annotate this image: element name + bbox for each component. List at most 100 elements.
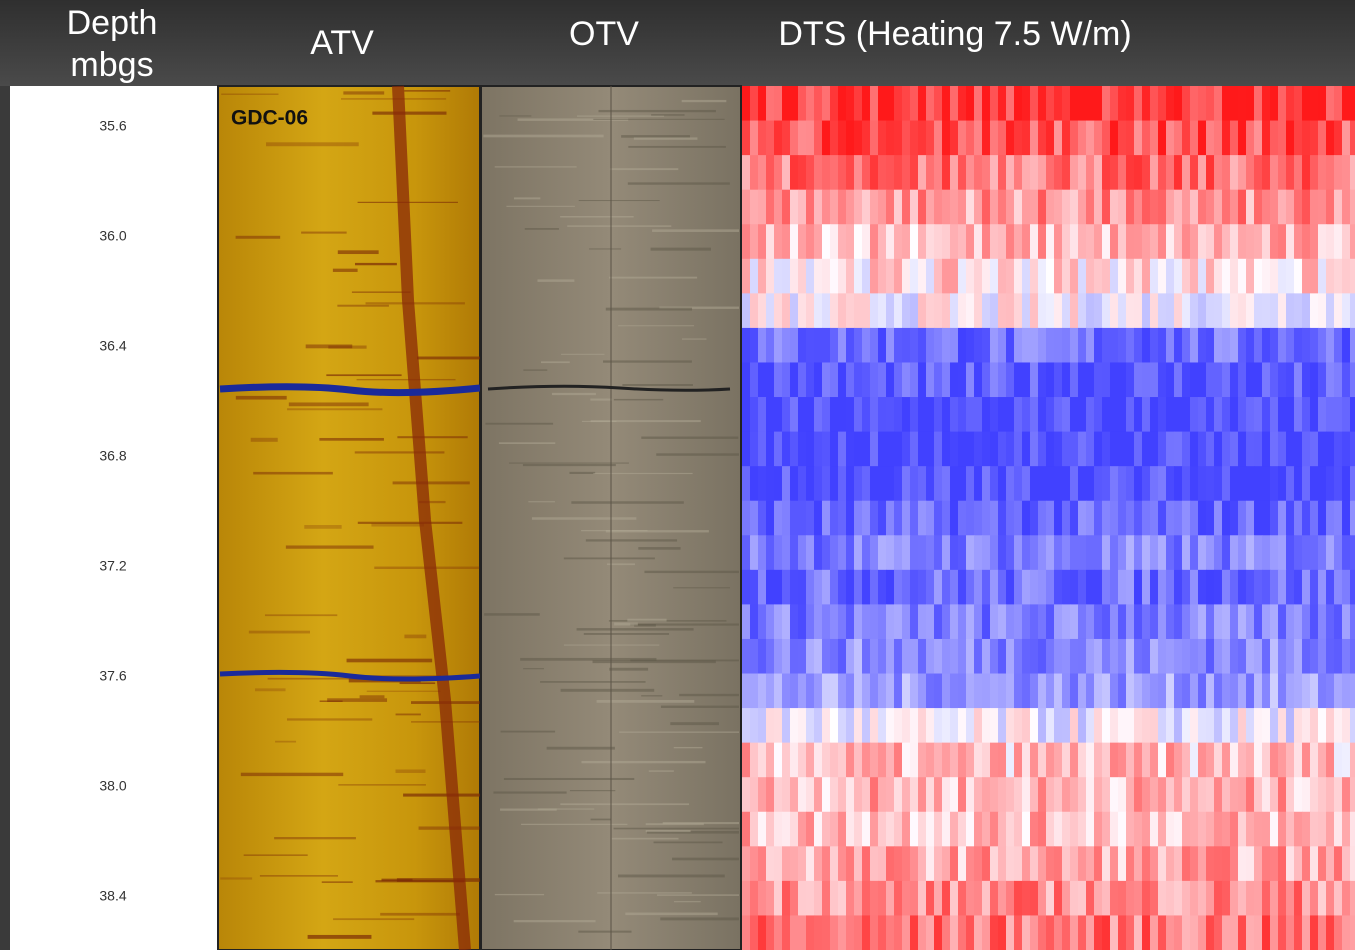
dts-cell [1022,915,1031,950]
dts-cell [838,190,847,225]
dts-cell [1302,501,1311,536]
dts-cell [894,708,903,743]
dts-cell [1030,397,1039,432]
dts-cell [1214,362,1223,397]
dts-cell [1198,674,1207,709]
dts-cell [1062,881,1071,916]
dts-cell [998,743,1007,778]
dts-cell [1198,881,1207,916]
dts-cell [1230,846,1239,881]
dts-cell [878,259,887,294]
dts-cell [1030,604,1039,639]
dts-cell [1062,639,1071,674]
dts-cell [934,639,943,674]
dts-cell [798,121,807,156]
dts-cell [1278,224,1287,259]
dts-cell [1206,362,1215,397]
dts-cell [870,466,879,501]
atv-streak [275,741,296,743]
dts-cell [750,604,759,639]
dts-cell [1150,915,1159,950]
dts-cell [998,501,1007,536]
dts-cell [1006,259,1015,294]
dts-cell [1238,846,1247,881]
dts-cell [1190,501,1199,536]
dts-cell [1182,121,1191,156]
dts-cell [1158,846,1167,881]
dts-cell [1070,708,1079,743]
dts-cell [1350,328,1355,363]
dts-cell [1094,328,1103,363]
dts-cell [1262,259,1271,294]
dts-cell [1126,155,1135,190]
dts-cell [1254,259,1263,294]
dts-cell [1262,224,1271,259]
dts-cell [1062,915,1071,950]
dts-cell [1238,535,1247,570]
dts-cell [814,293,823,328]
depth-label: 36.0 [99,228,126,244]
dts-cell [790,501,799,536]
otv-band [504,778,634,780]
dts-cell [1174,293,1183,328]
dts-cell [1222,570,1231,605]
dts-cell [1118,466,1127,501]
dts-cell [886,328,895,363]
dts-cell [1126,846,1135,881]
dts-cell [1318,328,1327,363]
dts-cell [910,362,919,397]
dts-cell [1342,224,1351,259]
dts-cell [966,224,975,259]
dts-cell [910,812,919,847]
otv-band [523,668,544,669]
dts-cell [998,639,1007,674]
dts-cell [790,743,799,778]
dts-cell [1110,293,1119,328]
dts-cell [1278,674,1287,709]
dts-cell [846,535,855,570]
dts-cell [910,190,919,225]
dts-cell [1310,86,1319,121]
dts-cell [1190,674,1199,709]
dts-cell [1150,604,1159,639]
dts-cell [774,397,783,432]
dts-cell [1190,570,1199,605]
dts-cell [1286,432,1295,467]
dts-cell [1038,777,1047,812]
dts-cell [766,777,775,812]
dts-cell [846,674,855,709]
dts-cell [878,708,887,743]
dts-cell [1246,224,1255,259]
dts-cell [894,190,903,225]
dts-cell [766,604,775,639]
dts-cell [1022,743,1031,778]
dts-cell [1030,881,1039,916]
dts-cell [1214,777,1223,812]
dts-cell [774,224,783,259]
dts-cell [862,190,871,225]
dts-cell [846,121,855,156]
dts-cell [1022,293,1031,328]
dts-cell [878,570,887,605]
dts-cell [878,604,887,639]
dts-cell [1086,535,1095,570]
dts-cell [878,432,887,467]
dts-cell [1038,328,1047,363]
dts-cell [822,259,831,294]
dts-cell [974,86,983,121]
dts-cell [918,259,927,294]
otv-band [552,393,596,395]
dts-cell [990,570,999,605]
dts-cell [870,743,879,778]
dts-cell [1118,155,1127,190]
dts-cell [1278,915,1287,950]
dts-cell [774,570,783,605]
dts-cell [1262,570,1271,605]
dts-cell [950,224,959,259]
dts-cell [1110,501,1119,536]
dts-cell [1278,466,1287,501]
dts-cell [806,328,815,363]
dts-cell [1206,639,1215,674]
dts-cell [838,570,847,605]
dts-cell [1006,881,1015,916]
